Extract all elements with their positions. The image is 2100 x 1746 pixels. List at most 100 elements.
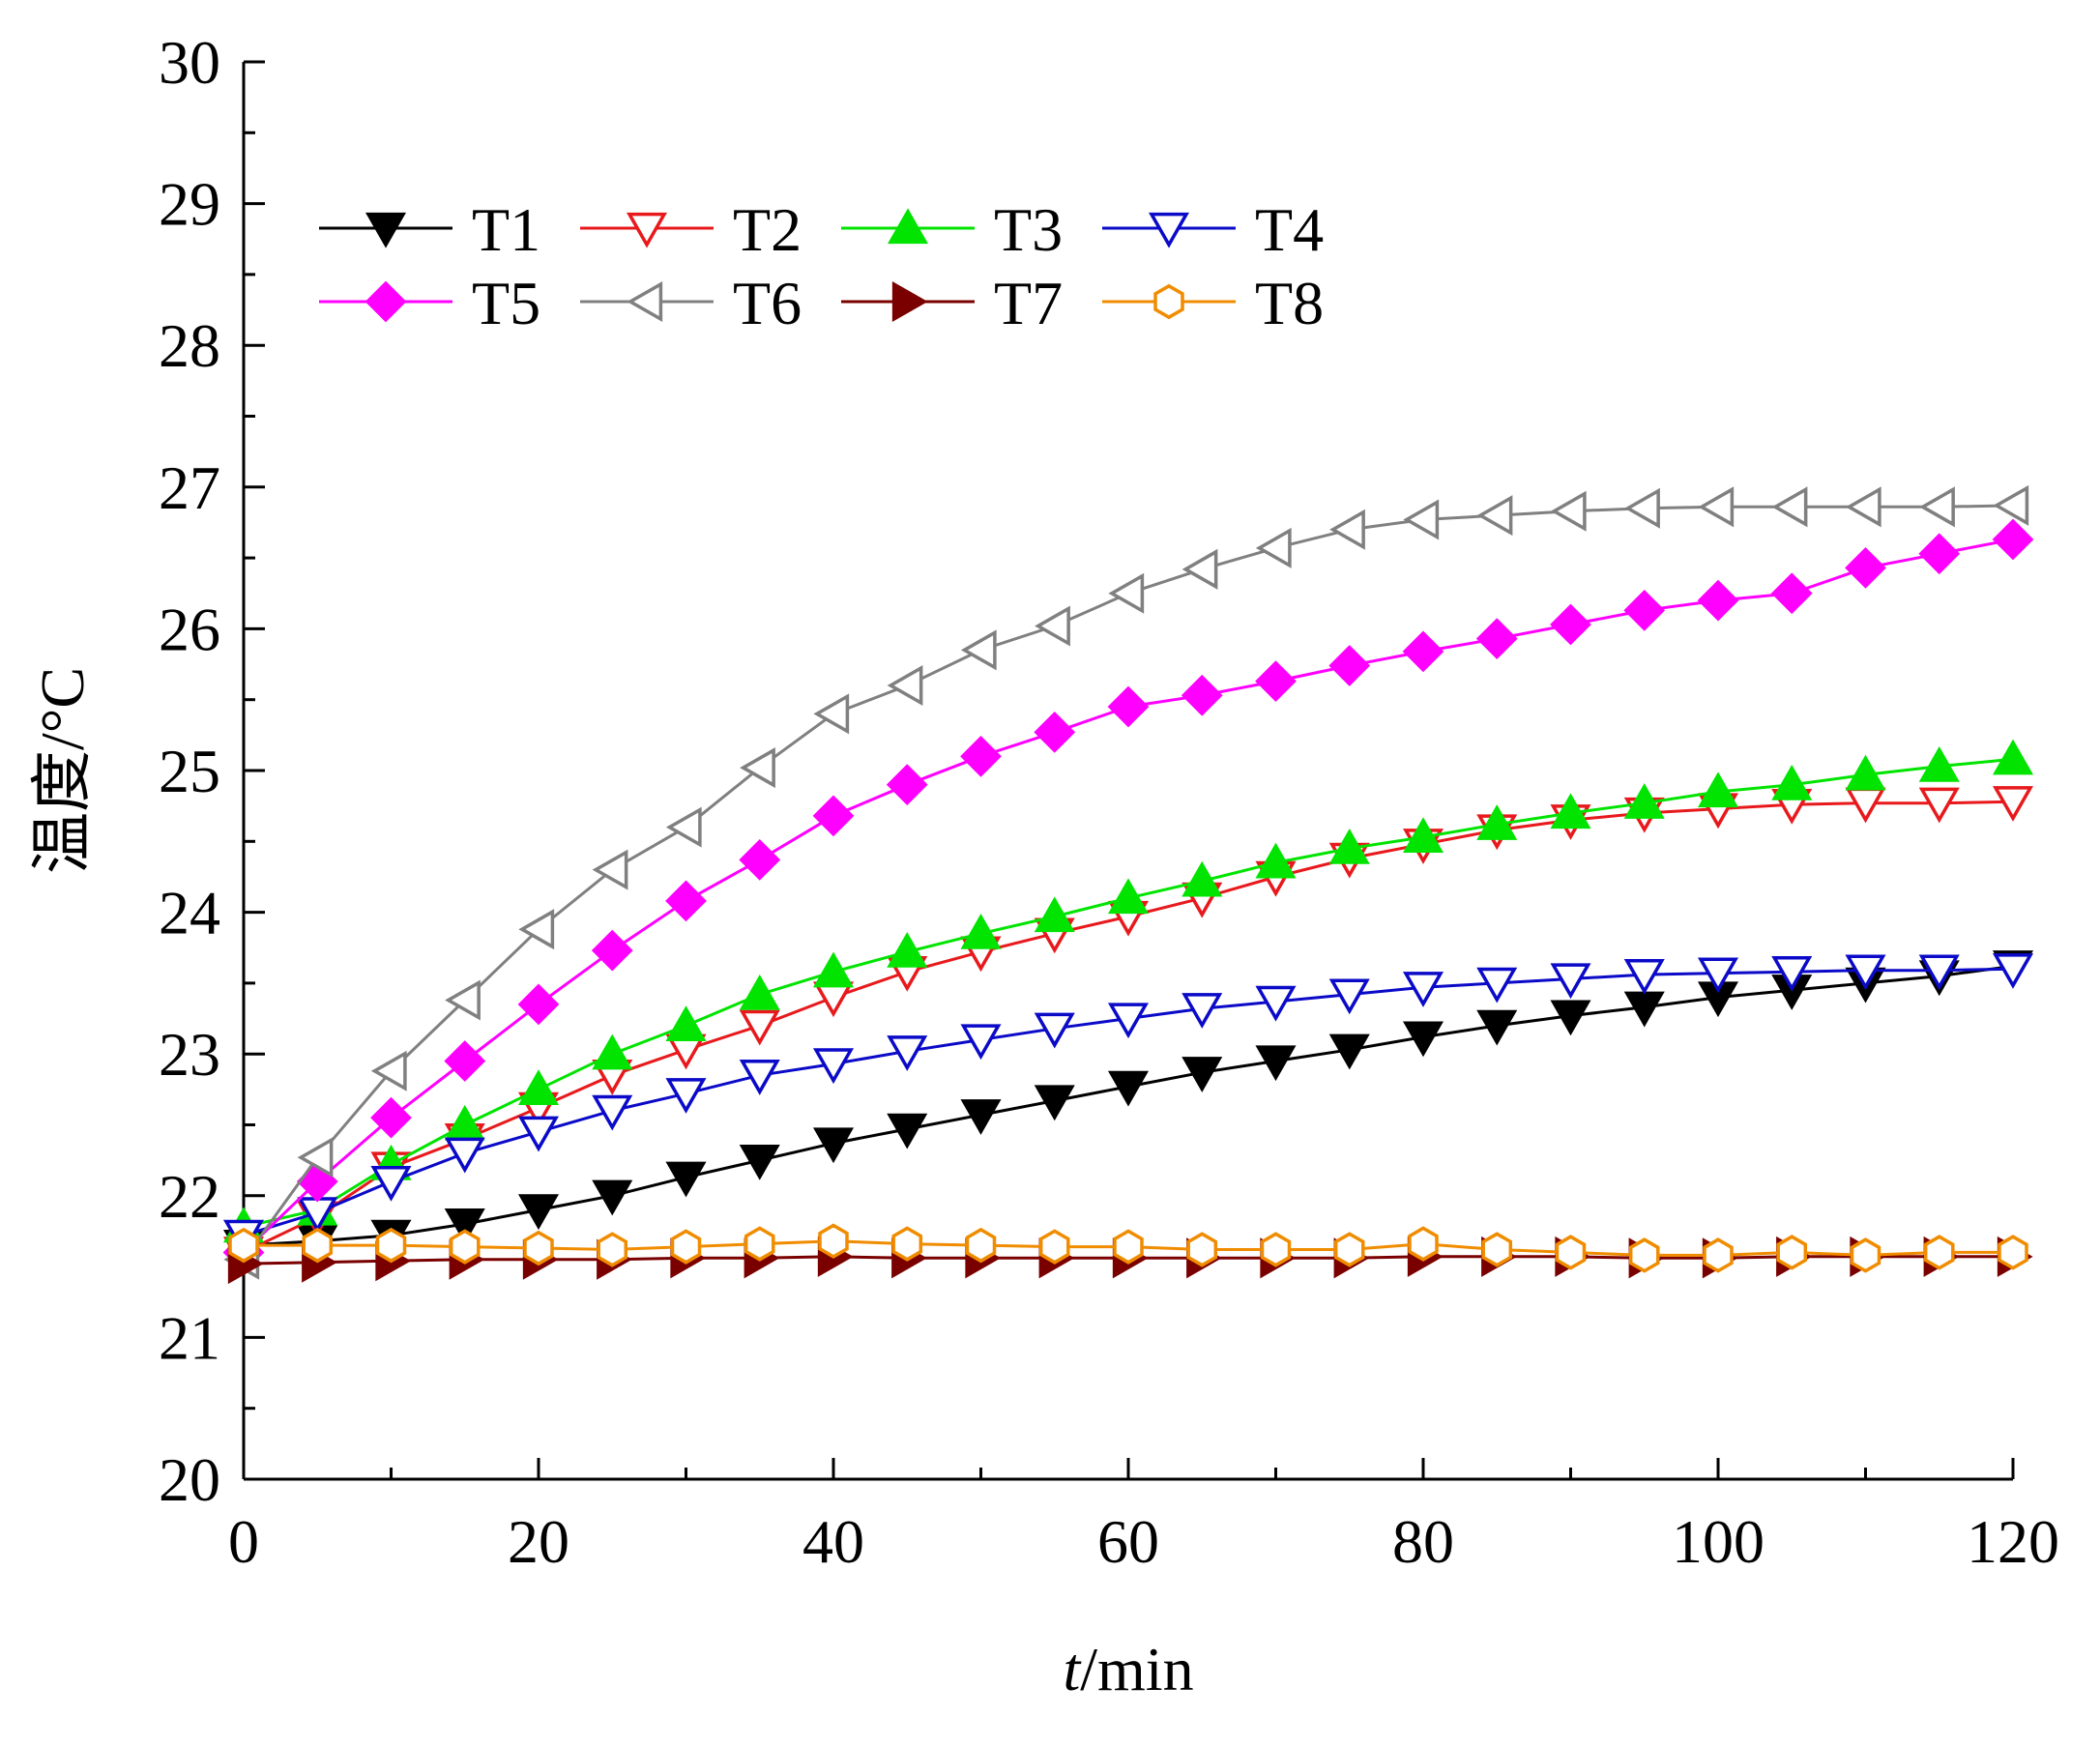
x-tick-label: 60 (1097, 1507, 1159, 1576)
data-point-t1 (1402, 1021, 1444, 1058)
x-axis-title: t/min (1063, 1635, 1193, 1703)
x-axis-title-unit: /min (1080, 1635, 1193, 1703)
data-point-t3 (592, 1033, 633, 1070)
data-point-t4 (1181, 993, 1223, 1029)
data-point-t4 (1107, 1003, 1150, 1039)
series-t8 (228, 1223, 2028, 1273)
y-tick-label: 23 (159, 1020, 220, 1089)
data-point-t5 (1402, 630, 1444, 673)
y-tick-label: 29 (159, 170, 220, 239)
data-point-t5 (1107, 685, 1150, 728)
data-point-t3 (812, 951, 855, 988)
data-point-t6 (1698, 486, 1735, 528)
y-tick-label: 24 (159, 879, 220, 947)
data-point-t5 (812, 795, 855, 837)
data-point-t6 (887, 665, 923, 707)
data-point-t3 (1771, 765, 1813, 800)
data-point-t4 (1034, 1012, 1075, 1049)
data-point-t5 (517, 983, 560, 1026)
data-point-t6 (1624, 487, 1660, 529)
legend-label-t1: T1 (472, 195, 540, 264)
legend-marker-t7 (891, 280, 928, 323)
data-point-t3 (665, 1005, 707, 1042)
data-point-t6 (518, 909, 555, 950)
data-point-t4 (812, 1048, 855, 1085)
data-point-t5 (1770, 572, 1813, 615)
legend-item-t5: T5 (319, 269, 540, 337)
data-point-t1 (739, 1145, 780, 1180)
data-point-t5 (1845, 546, 1886, 589)
data-point-t8 (375, 1227, 407, 1264)
data-point-t6 (665, 806, 702, 848)
data-point-t6 (1035, 605, 1070, 647)
data-point-t5 (591, 929, 633, 972)
data-point-t8 (1186, 1232, 1218, 1267)
data-point-t1 (1550, 1000, 1591, 1036)
data-point-t8 (1260, 1232, 1292, 1267)
legend-marker-t6 (627, 280, 663, 323)
legend-item-t1: T1 (319, 195, 540, 264)
y-tick-label: 27 (159, 453, 220, 522)
y-tick-label: 21 (159, 1303, 220, 1372)
data-point-t6 (1550, 490, 1587, 532)
data-point-t8 (818, 1223, 849, 1259)
data-point-t6 (592, 849, 628, 890)
data-point-t1 (517, 1194, 560, 1231)
data-point-t6 (445, 979, 481, 1021)
data-point-t1 (1107, 1070, 1150, 1107)
legend-item-t3: T3 (841, 195, 1063, 264)
data-point-t4 (960, 1024, 1002, 1061)
data-point-t3 (1328, 829, 1370, 864)
series-t6 (223, 484, 2029, 1280)
legend-item-t2: T2 (580, 195, 802, 264)
data-point-t5 (370, 1096, 412, 1139)
data-point-t4 (1992, 953, 2034, 989)
data-point-t6 (1771, 486, 1808, 528)
data-point-t8 (302, 1227, 334, 1264)
data-point-t8 (1850, 1237, 1881, 1273)
data-point-t1 (812, 1127, 855, 1164)
data-point-t5 (960, 735, 1002, 777)
data-point-t2 (1992, 786, 2034, 822)
x-axis-title-variable: t (1063, 1635, 1082, 1703)
data-point-t3 (1181, 860, 1223, 897)
data-point-t8 (1408, 1226, 1439, 1262)
data-point-t4 (739, 1060, 780, 1095)
data-point-t4 (517, 1116, 560, 1152)
y-tick-label: 22 (159, 1162, 220, 1231)
axis-titles: t/min 温度/°C (28, 667, 1194, 1703)
data-point-t8 (1628, 1237, 1660, 1273)
data-point-t6 (1108, 572, 1145, 614)
series-t3 (222, 739, 2034, 1243)
data-point-t6 (960, 629, 997, 671)
y-tick-label: 28 (159, 311, 220, 380)
data-point-t5 (1550, 603, 1591, 646)
data-point-t1 (1181, 1057, 1223, 1092)
data-point-t8 (449, 1229, 481, 1265)
legend-label-t2: T2 (733, 195, 802, 264)
data-point-t5 (1992, 518, 2034, 561)
data-point-t3 (517, 1069, 560, 1105)
x-tick-label: 20 (508, 1507, 569, 1576)
data-point-t6 (1993, 484, 2029, 526)
data-point-t5 (1697, 579, 1739, 622)
data-point-t8 (597, 1232, 628, 1267)
data-point-t8 (965, 1227, 997, 1264)
data-point-t4 (1550, 963, 1591, 1000)
data-point-t4 (1255, 985, 1297, 1022)
data-point-t3 (1918, 745, 1960, 782)
data-point-t1 (1328, 1033, 1370, 1070)
data-point-t8 (1998, 1235, 2028, 1270)
data-point-t8 (1703, 1237, 1734, 1273)
data-point-t3 (1034, 896, 1075, 933)
data-point-t6 (1845, 486, 1881, 528)
data-point-t2 (812, 981, 855, 1018)
data-point-t4 (1328, 978, 1370, 1015)
legend-marker-t4 (1148, 212, 1190, 248)
data-point-t1 (444, 1208, 485, 1244)
legend-label-t5: T5 (472, 269, 540, 337)
y-tick-label: 30 (159, 28, 220, 97)
data-point-t6 (740, 747, 775, 789)
legend-item-t7: T7 (841, 269, 1063, 337)
